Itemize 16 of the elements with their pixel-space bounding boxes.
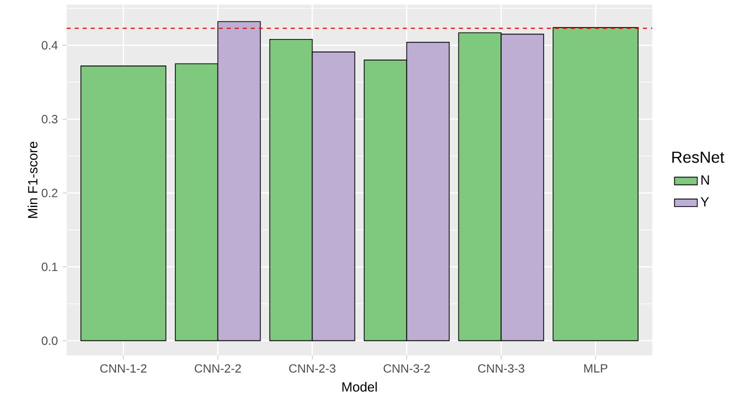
x-tick-label: CNN-3-2 bbox=[384, 364, 430, 373]
x-tick-label: CNN-1-2 bbox=[100, 364, 146, 373]
x-tick-label: CNN-2-3 bbox=[289, 364, 336, 373]
y-tick-label: 0.3 bbox=[42, 114, 58, 124]
x-tick-label: MLP bbox=[584, 364, 608, 372]
legend-title: ResNet bbox=[672, 152, 724, 163]
legend-label: N bbox=[701, 175, 709, 185]
y-tick-label: 0.1 bbox=[42, 262, 58, 272]
x-axis-title: Model bbox=[342, 382, 377, 392]
x-tick-label: CNN-3-3 bbox=[478, 364, 524, 373]
y-axis-title: Min F1-score bbox=[28, 142, 38, 218]
y-tick-label: 0.2 bbox=[42, 188, 58, 198]
x-tick-label: CNN-2-2 bbox=[194, 364, 241, 373]
y-tick-label: 0.0 bbox=[42, 336, 58, 345]
legend-label: Y bbox=[700, 197, 709, 206]
y-tick-label: 0.4 bbox=[42, 40, 58, 50]
